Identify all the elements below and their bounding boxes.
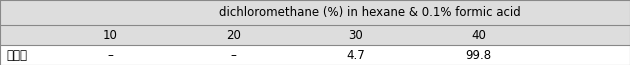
Text: 99.8: 99.8 (466, 49, 492, 62)
Text: 10: 10 (103, 29, 118, 42)
Text: 4.7: 4.7 (346, 49, 365, 62)
Text: 20: 20 (226, 29, 241, 42)
Text: 30: 30 (348, 29, 364, 42)
Text: 회수율: 회수율 (6, 49, 27, 62)
Text: –: – (107, 49, 113, 62)
Text: –: – (230, 49, 236, 62)
Text: 40: 40 (471, 29, 486, 42)
Bar (0, 0, 630, 45)
Text: dichloromethane (%) in hexane & 0.1% formic acid: dichloromethane (%) in hexane & 0.1% for… (219, 6, 521, 19)
Bar (0, 45, 630, 65)
